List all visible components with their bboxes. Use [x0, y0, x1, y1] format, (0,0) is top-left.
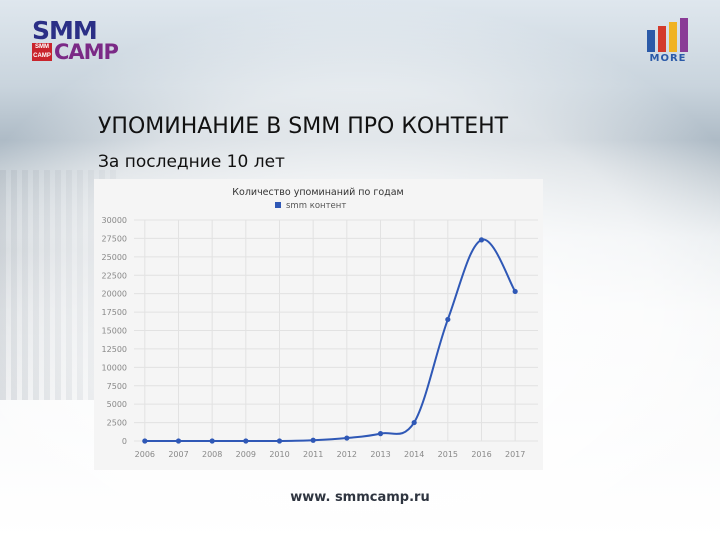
chart-panel: Количество упоминаний по годам smm конте… — [94, 179, 543, 470]
x-tick-label: 2006 — [135, 450, 155, 459]
y-tick-label: 22500 — [102, 271, 127, 280]
more-logo: MORE — [645, 18, 691, 64]
x-tick-label: 2014 — [404, 450, 424, 459]
logo-smm-text: SMM — [32, 16, 98, 45]
y-tick-label: 15000 — [102, 327, 127, 336]
y-tick-label: 12500 — [102, 345, 127, 354]
y-tick-label: 2500 — [107, 419, 127, 428]
y-tick-label: 27500 — [102, 234, 127, 243]
logo-bar — [658, 26, 666, 52]
y-tick-label: 10000 — [102, 363, 127, 372]
x-tick-label: 2013 — [370, 450, 390, 459]
slide-title: УПОМИНАНИЕ В SMM ПРО КОНТЕНТ — [98, 114, 509, 139]
x-tick-label: 2012 — [337, 450, 357, 459]
y-tick-label: 5000 — [107, 400, 127, 409]
logo-badge: SMM CAMP — [32, 43, 52, 61]
x-tick-label: 2015 — [438, 450, 458, 459]
logo-bar — [647, 30, 655, 52]
data-point — [310, 437, 316, 443]
data-point — [276, 438, 283, 444]
data-point — [411, 419, 417, 426]
footer-url: www. smmcamp.ru — [290, 490, 430, 505]
y-tick-label: 20000 — [102, 290, 127, 299]
axis-layer: 0 2500 5000 7500 10000 12500 15000 17500 20000 22… — [102, 216, 526, 459]
x-tick-label: 2011 — [303, 450, 323, 459]
x-tick-label: 2010 — [269, 450, 289, 459]
logo-bar — [680, 18, 688, 52]
y-tick-label: 7500 — [107, 382, 127, 391]
data-point — [512, 288, 518, 295]
data-point — [175, 438, 182, 444]
series-layer — [142, 237, 518, 444]
data-point — [209, 438, 215, 444]
data-point — [243, 438, 249, 444]
logo-bar — [669, 22, 677, 52]
data-point — [445, 316, 451, 323]
series-line — [144, 238, 517, 442]
x-tick-label: 2009 — [236, 450, 256, 459]
slide-subtitle: За последние 10 лет — [98, 152, 285, 172]
chart-title: Количество упоминаний по годам — [232, 187, 403, 198]
grid-layer — [134, 219, 538, 442]
x-tick-label: 2008 — [202, 450, 222, 459]
line-chart: Количество упоминаний по годам smm конте… — [102, 187, 538, 459]
logo-more-text: MORE — [649, 53, 687, 64]
y-tick-label: 0 — [122, 437, 127, 446]
legend-swatch — [275, 202, 281, 208]
x-tick-label: 2007 — [168, 450, 188, 459]
data-point — [377, 431, 384, 437]
data-point — [478, 237, 485, 243]
x-tick-label: 2017 — [505, 450, 525, 459]
x-tick-label: 2016 — [471, 450, 491, 459]
logo-camp-text: CAMP — [54, 40, 119, 64]
y-tick-label: 17500 — [102, 308, 127, 317]
smm-camp-logo: SMM SMM CAMP CAMP — [30, 16, 120, 66]
data-point — [142, 438, 148, 444]
legend-label: smm контент — [286, 201, 346, 211]
y-tick-label: 30000 — [102, 216, 127, 225]
y-tick-label: 25000 — [102, 253, 127, 262]
data-point — [344, 435, 350, 441]
